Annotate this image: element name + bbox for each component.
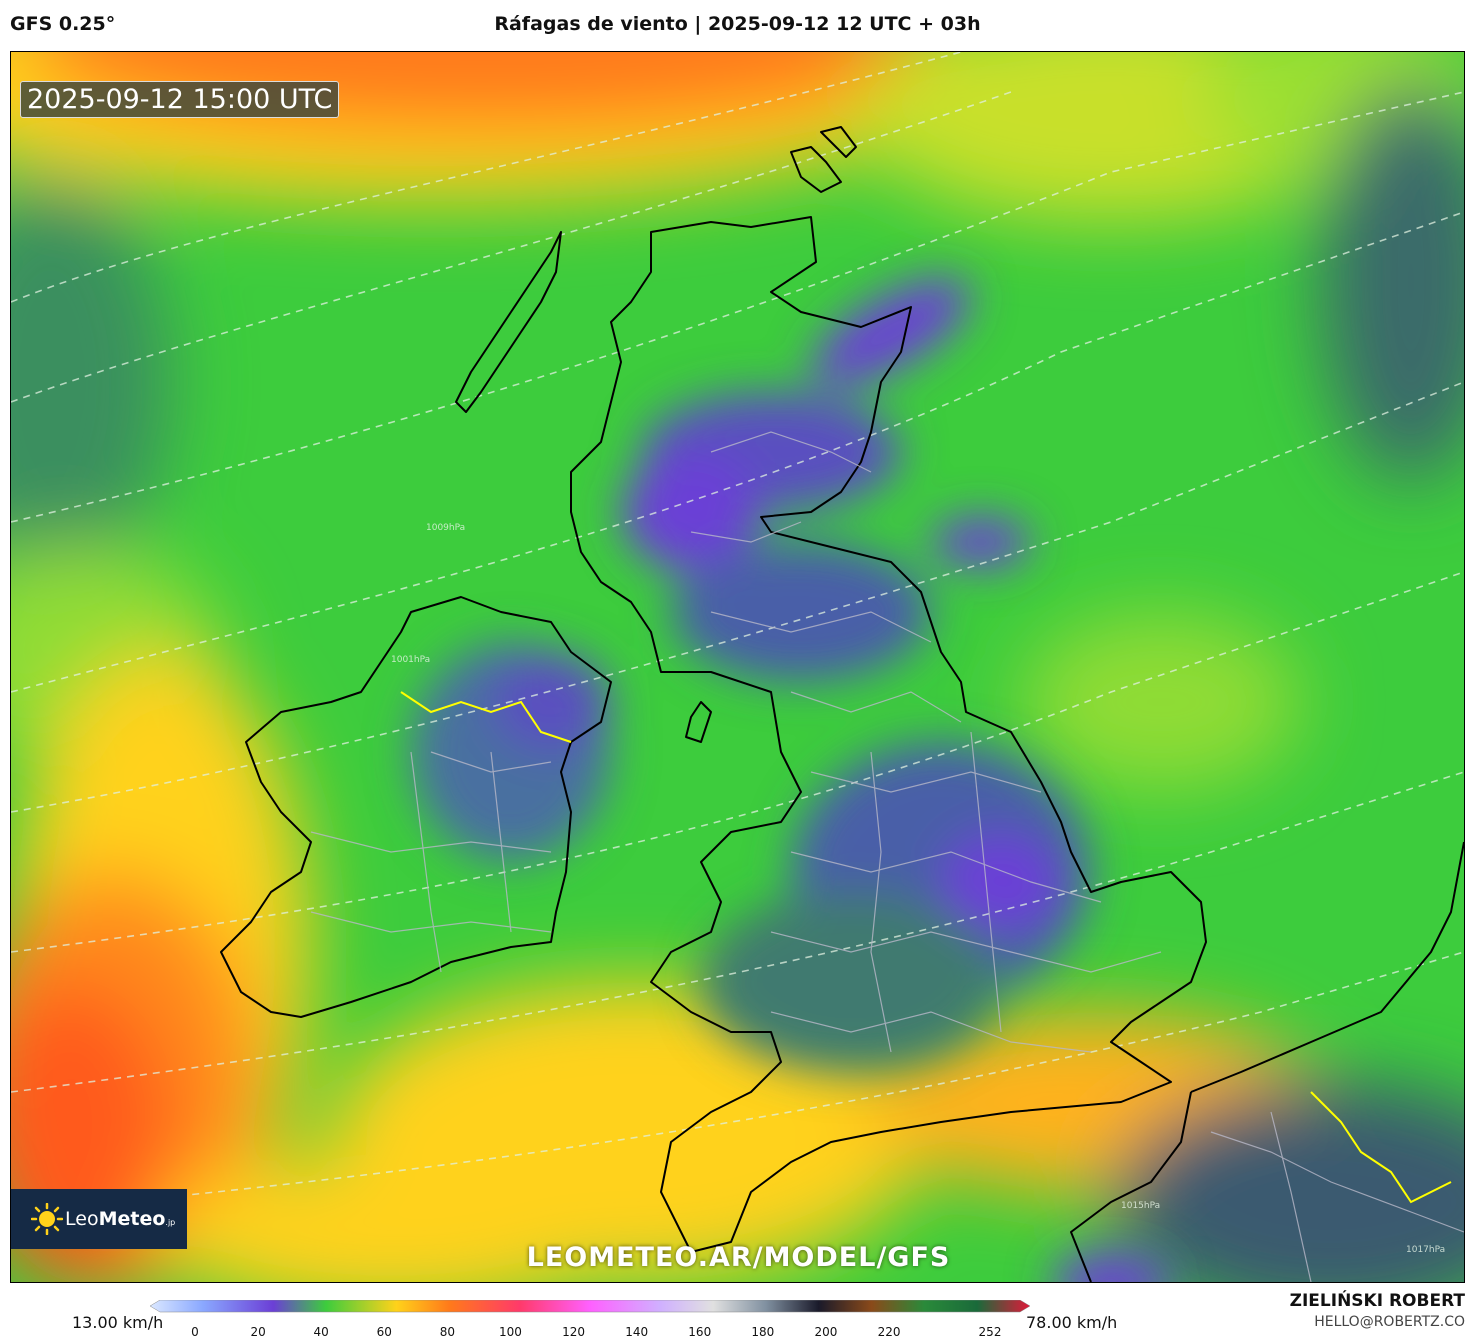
- colorbar-max-label: 78.00 km/h: [1026, 1313, 1118, 1332]
- colorbar-tick-label: 180: [751, 1325, 774, 1339]
- great-britain-coast: [570, 216, 1207, 1253]
- leometeo-logo: LeoMeteo.jp: [11, 1189, 187, 1249]
- colorbar-tick-label: 80: [440, 1325, 455, 1339]
- colorbar-tick-label: 120: [562, 1325, 585, 1339]
- wind-gust-map: 1001hPa 1009hPa 1015hPa 1017hPa: [10, 51, 1465, 1283]
- colorbar-tick-label: 160: [688, 1325, 711, 1339]
- gust-field-land: [411, 277, 1171, 1282]
- ni-border: [400, 691, 572, 743]
- colorbar-tick-label: 252: [979, 1325, 1002, 1339]
- outer-hebrides-coast: [455, 231, 562, 413]
- colorbar-tick-label: 200: [814, 1325, 837, 1339]
- author-block: ZIELIŃSKI ROBERT HELLO@ROBERTZ.CO: [1290, 1291, 1465, 1330]
- eu-border: [1310, 1091, 1452, 1204]
- country-borders: [400, 691, 1452, 1204]
- isobar-label: 1009hPa: [426, 523, 465, 533]
- admin-borders: [310, 431, 1464, 1282]
- continent-coast: [1190, 841, 1464, 1093]
- colorbar-tick-label: 0: [191, 1325, 199, 1339]
- colorbar-tick-label: 100: [499, 1325, 522, 1339]
- colorbar-tick-label: 140: [625, 1325, 648, 1339]
- isobar-label: 1015hPa: [1121, 1201, 1160, 1211]
- timestamp-label: 2025-09-12 15:00 UTC: [20, 81, 340, 118]
- author-email: HELLO@ROBERTZ.CO: [1314, 1314, 1465, 1330]
- colorbar: 0 20 40 60 80 100 120 140 160 180 200 220 252: [150, 1300, 1030, 1339]
- shetland-coast: [820, 126, 857, 158]
- logo-text: LeoMeteo.jp: [65, 1208, 176, 1230]
- isobars: [11, 52, 1464, 1213]
- isle-of-man-coast: [685, 701, 712, 743]
- sun-icon: [31, 1203, 63, 1235]
- isobar-labels: 1001hPa 1009hPa 1015hPa 1017hPa: [391, 523, 1445, 1255]
- colorbar-tick-label: 60: [377, 1325, 392, 1339]
- map-title: Ráfagas de viento | 2025-09-12 12 UTC + …: [494, 13, 981, 35]
- coastlines: [220, 126, 1464, 1282]
- orkney-coast: [790, 146, 842, 193]
- isobar-label: 1001hPa: [391, 655, 430, 665]
- colorbar-gradient: [150, 1300, 1030, 1313]
- colorbar-tick-label: 40: [314, 1325, 329, 1339]
- ireland-coast: [220, 596, 612, 1018]
- colorbar-tick-label: 20: [250, 1325, 265, 1339]
- isobar-label: 1017hPa: [1406, 1245, 1445, 1255]
- map-canvas: 1001hPa 1009hPa 1015hPa 1017hPa: [11, 52, 1464, 1282]
- colorbar-min-label: 13.00 km/h: [72, 1313, 164, 1332]
- model-label: GFS 0.25°: [10, 13, 116, 35]
- watermark-url: LEOMETEO.AR/MODEL/GFS: [526, 1242, 951, 1273]
- colorbar-tick-label: 220: [878, 1325, 901, 1339]
- author-name: ZIELIŃSKI ROBERT: [1289, 1291, 1465, 1311]
- colorbar-ticks: 0 20 40 60 80 100 120 140 160 180 200 220 252: [191, 1325, 1001, 1339]
